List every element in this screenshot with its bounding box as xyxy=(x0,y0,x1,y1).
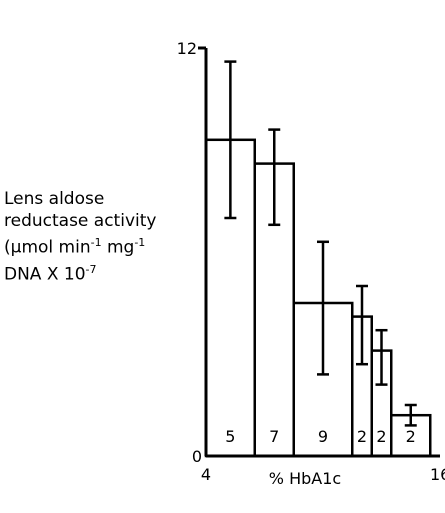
y-label-part: mg xyxy=(101,237,135,258)
n-label-3: 9 xyxy=(318,427,328,446)
n-label-2: 7 xyxy=(269,427,279,446)
y-tick-label-bottom: 0 xyxy=(192,447,202,466)
n-label-4: 2 xyxy=(357,427,367,446)
y-label-sup: -1 xyxy=(134,236,146,249)
n-label-5: 2 xyxy=(376,427,386,446)
n-label-1: 5 xyxy=(225,427,235,446)
y-label-part: DNA X 10 xyxy=(4,264,86,285)
y-label-sup: -1 xyxy=(90,236,102,249)
y-label-part: (μmol min xyxy=(4,237,91,258)
n-label-6: 2 xyxy=(406,427,416,446)
x-tick-label-right: 16 xyxy=(430,465,445,484)
y-tick-label-top: 12 xyxy=(177,39,197,58)
bars-group xyxy=(204,138,432,458)
y-axis-label: Lens aldose reductase activity (μmol min… xyxy=(4,188,194,285)
error-bars-group xyxy=(224,60,417,427)
y-axis-label-line-3: (μmol min-1 mg-1 xyxy=(4,232,194,259)
x-tick-label-left: 4 xyxy=(201,465,211,484)
y-axis-label-line-2: reductase activity xyxy=(4,211,157,231)
y-axis-label-line-1: Lens aldose xyxy=(4,189,105,209)
x-axis-label: % HbA1c xyxy=(269,469,341,488)
y-label-sup: -7 xyxy=(85,262,97,276)
y-axis-label-line-4: DNA X 10-7 xyxy=(4,259,194,286)
